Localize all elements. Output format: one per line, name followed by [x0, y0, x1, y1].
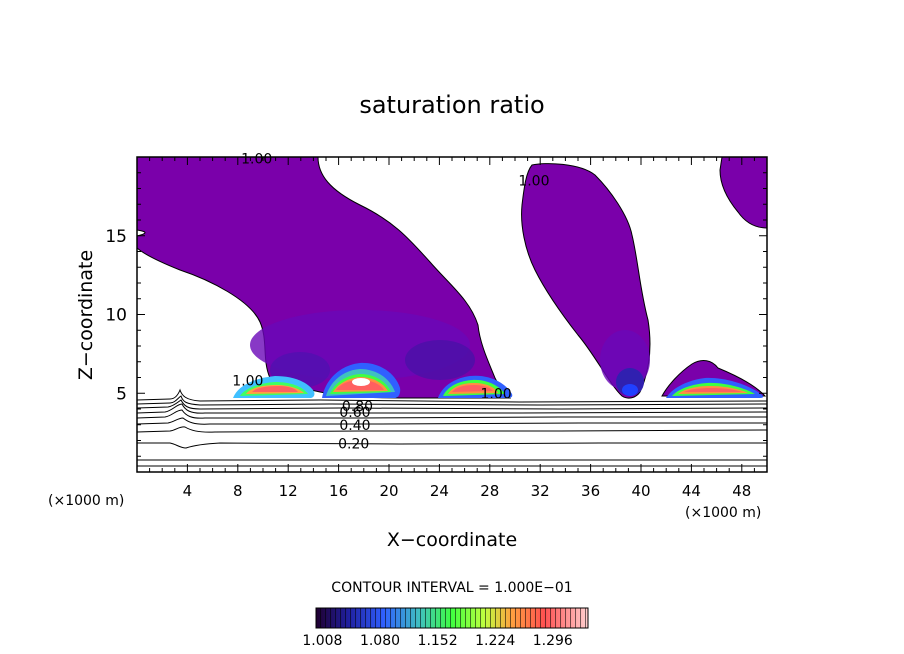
chart-title: saturation ratio: [359, 91, 544, 119]
contour-label: 0.40: [339, 418, 370, 434]
x-tick-label: 16: [329, 482, 348, 500]
x-tick-label: 48: [732, 482, 751, 500]
x-tick-label: 36: [581, 482, 600, 500]
x-tick-label: 12: [279, 482, 298, 500]
colorbar-tick-label: 1.224: [475, 633, 515, 649]
hot-cell-2: [322, 362, 401, 398]
y-axis: 5 10 15: [105, 172, 767, 457]
x-tick-label: 8: [233, 482, 243, 500]
hot-cell-3: [438, 375, 513, 398]
supersat-region-right-top: [719, 157, 767, 229]
contour-interval: CONTOUR INTERVAL = 1.000E−01: [331, 580, 572, 596]
x-units-left: (×1000 m): [48, 493, 124, 509]
contour-label: 1.00: [481, 386, 512, 402]
y-axis-label: Z−coordinate: [75, 250, 97, 380]
contour-label: 0.20: [338, 437, 369, 453]
plot-area: [137, 157, 767, 467]
colorbar: [315, 607, 589, 629]
hot-cell-1: [233, 376, 315, 398]
contour-label: 1.00: [241, 152, 272, 168]
x-tick-label: 20: [379, 482, 398, 500]
colorbar-tick-label: 1.296: [533, 633, 573, 649]
colorbar-tick-labels: 1.008 1.080 1.152 1.224 1.296: [302, 633, 573, 649]
x-tick-label: 24: [430, 482, 449, 500]
x-tick-label: 4: [183, 482, 193, 500]
x-tick-label: 44: [682, 482, 701, 500]
y-tick-label: 5: [116, 384, 127, 404]
x-axis: 4 8 12 16 20 24 28 32 36 40 44 48: [149, 157, 755, 500]
y-tick-label: 15: [105, 227, 127, 247]
hot-cell-4: [666, 377, 764, 398]
contour-label: 0.80: [342, 399, 373, 415]
contour-label: 1.00: [232, 374, 263, 390]
colorbar-tick-label: 1.152: [418, 633, 458, 649]
y-tick-label: 10: [105, 306, 127, 326]
colorbar-tick-label: 1.080: [360, 633, 400, 649]
contour-label: 0.60: [339, 405, 370, 421]
x-tick-label: 40: [631, 482, 650, 500]
subsaturation-contours: [137, 388, 767, 467]
x-axis-label: X−coordinate: [387, 529, 517, 551]
x-tick-label: 32: [531, 482, 550, 500]
x-tick-label: 28: [480, 482, 499, 500]
contour-labels: 1.00 1.00 1.00 1.00 0.800.600.40 0.20: [232, 152, 549, 453]
colorbar-tick-label: 1.008: [302, 633, 342, 649]
contour-label: 1.00: [518, 174, 549, 190]
x-units-right: (×1000 m): [685, 505, 761, 521]
